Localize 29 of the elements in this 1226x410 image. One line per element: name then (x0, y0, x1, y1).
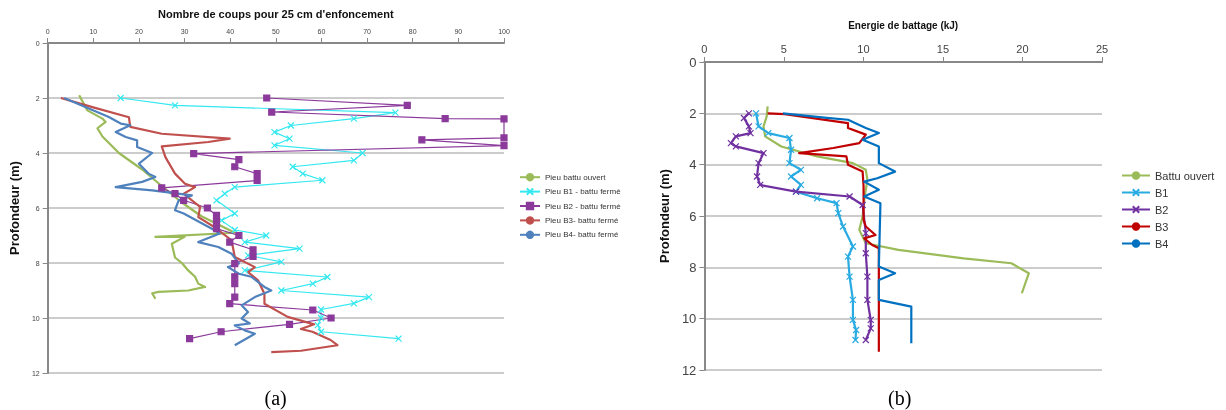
legend-label: B2 (1155, 203, 1169, 216)
x-tick-label: 10 (857, 42, 870, 55)
legend-label: Pieu B2 - battu fermé (545, 201, 622, 211)
x-axis-title: Energie de battage (kJ) (848, 19, 959, 31)
legend-label: Pieu B1 - battu fermé (545, 187, 622, 197)
y-tick-label: 10 (681, 311, 697, 327)
y-tick-label: 8 (689, 259, 697, 275)
legend-label: Battu ouvert (1155, 169, 1215, 182)
y-tick-label: 4 (689, 157, 697, 173)
text: (a) (264, 387, 287, 410)
text: (b) (888, 387, 912, 410)
legend-label: B1 (1155, 186, 1169, 199)
y-tick-label: 6 (689, 208, 697, 224)
legend-label: Pieu battu ouvert (545, 172, 607, 182)
y-tick-label: 0 (689, 54, 697, 70)
y-axis-title: Profondeur (m) (7, 161, 22, 255)
y-tick-label: 12 (681, 362, 697, 378)
x-tick-label: 0 (701, 42, 708, 55)
x-tick-label: 25 (1095, 42, 1109, 55)
x-tick-label: 20 (1016, 42, 1029, 55)
x-tick-label: 15 (936, 42, 950, 55)
legend-label: Pieu B4- battu fermé (545, 230, 619, 240)
x-axis-title: Nombre de coups pour 25 cm d'enfoncement (158, 7, 394, 20)
x-tick-label: 5 (780, 42, 787, 55)
y-tick-label: 2 (689, 105, 697, 121)
legend-label: B3 (1155, 220, 1169, 233)
legend-label: Pieu B3- battu fermé (545, 215, 619, 225)
legend-label: B4 (1155, 237, 1169, 250)
y-axis-title: Profondeur (m) (657, 169, 672, 263)
